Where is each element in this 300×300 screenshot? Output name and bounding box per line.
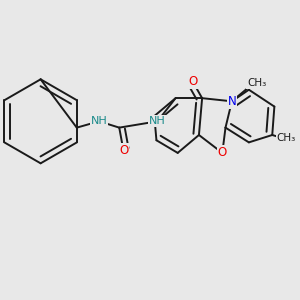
Text: CH₃: CH₃	[277, 133, 296, 143]
Text: NH: NH	[149, 116, 166, 126]
Text: O: O	[218, 146, 227, 159]
Text: O: O	[119, 144, 128, 157]
Text: N: N	[227, 95, 236, 108]
Text: NH: NH	[91, 116, 107, 126]
Text: O: O	[188, 75, 197, 88]
Text: CH₃: CH₃	[247, 78, 266, 88]
